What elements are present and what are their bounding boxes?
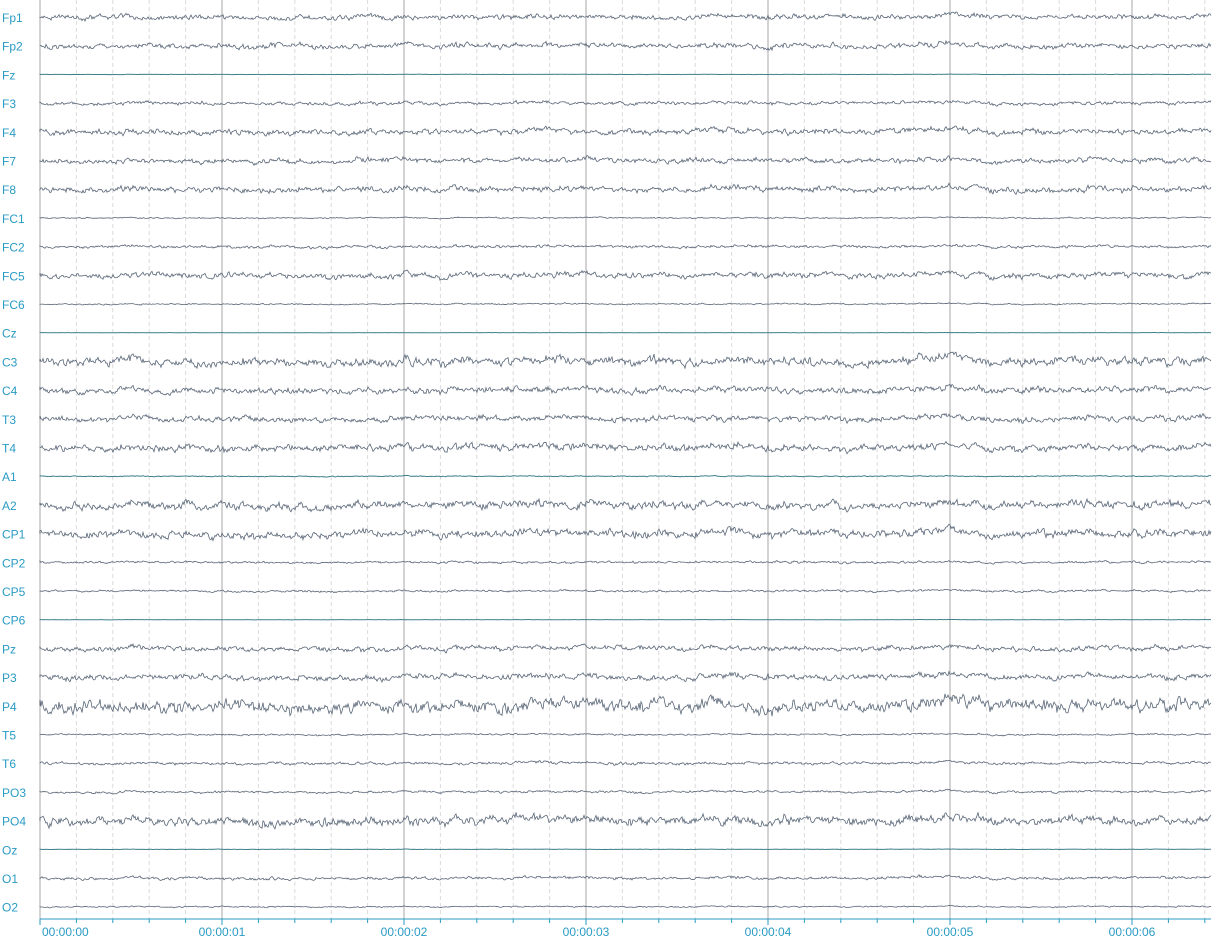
signal-trace-fc2 [39,243,1212,251]
grid [39,0,1206,919]
channel-label-po4: PO4 [2,815,26,829]
signal-trace-f4 [39,125,1212,138]
channel-label-f3: F3 [2,97,16,111]
time-tick-label: 00:00:04 [745,925,792,939]
signal-trace-pz [39,642,1212,654]
signal-trace-fc1 [39,216,1212,220]
channel-label-t5: T5 [2,729,16,743]
signal-trace-po4 [39,811,1212,830]
channel-label-cz: Cz [2,327,17,341]
time-tick-label: 00:00:05 [927,925,974,939]
channel-label-oz: Oz [2,843,17,857]
channel-labels: Fp1 Fp2 Fz F3 F4 F7 F8 FC1 FC2 FC5 FC6 Cz C3 C4 T3 T4 A1… [2,11,26,915]
channel-label-p3: P3 [2,671,17,685]
channel-label-fc2: FC2 [2,241,25,255]
signal-trace-cp5 [39,588,1212,594]
signal-trace-a2 [39,497,1212,513]
channel-label-cp5: CP5 [2,585,26,599]
channel-label-fp2: Fp2 [2,40,23,54]
channel-label-t6: T6 [2,757,16,771]
time-axis: 00:00:00 00:00:01 00:00:02 00:00:03 00:00:04… [39,918,1211,939]
signal-trace-a1 [39,474,1212,478]
signal-trace-fc5 [39,269,1212,282]
channel-label-fp1: Fp1 [2,11,23,25]
signal-trace-t3 [39,412,1212,425]
signal-trace-c3 [39,351,1212,370]
channel-label-t4: T4 [2,442,16,456]
signal-trace-po3 [39,788,1212,795]
signal-trace-cp1 [39,523,1212,542]
channel-label-cp1: CP1 [2,528,26,542]
signal-trace-fz [39,73,1212,76]
channel-label-f4: F4 [2,126,16,140]
signal-trace-cp2 [39,559,1212,565]
channel-label-pz: Pz [2,642,16,656]
signal-trace-o1 [39,873,1212,882]
signal-trace-c4 [39,383,1212,396]
signal-trace-o2 [39,904,1212,909]
channel-label-f7: F7 [2,155,16,169]
channel-label-a1: A1 [2,470,17,484]
channel-label-a2: A2 [2,499,17,513]
signal-trace-fp1 [39,11,1212,22]
signal-trace-t5 [39,732,1212,737]
channel-label-cp6: CP6 [2,614,26,628]
channel-label-c3: C3 [2,355,18,369]
signal-trace-p3 [39,670,1212,684]
signal-trace-f8 [39,182,1212,196]
channel-label-p4: P4 [2,700,17,714]
signal-trace-t6 [39,759,1212,766]
signal-trace-oz [39,848,1212,851]
time-tick-label: 00:00:06 [1109,925,1156,939]
channel-label-o1: O1 [2,872,18,886]
signal-trace-f3 [39,99,1212,107]
signal-trace-f7 [39,155,1212,167]
channel-label-t3: T3 [2,413,16,427]
channel-label-fc6: FC6 [2,298,25,312]
channel-label-f8: F8 [2,183,16,197]
channel-label-o2: O2 [2,901,18,915]
channel-label-fz: Fz [2,68,15,82]
channel-label-fc1: FC1 [2,212,25,226]
signal-traces [39,11,1212,909]
channel-label-po3: PO3 [2,786,26,800]
signal-trace-fp2 [39,39,1212,52]
channel-label-cp2: CP2 [2,556,26,570]
time-tick-label: 00:00:01 [199,925,246,939]
signal-trace-p4 [39,693,1212,717]
signal-trace-fc6 [39,302,1212,306]
channel-label-c4: C4 [2,384,18,398]
signal-trace-t4 [39,440,1212,455]
time-tick-label: 00:00:03 [563,925,610,939]
time-tick-label: 00:00:00 [42,925,89,939]
time-tick-label: 00:00:02 [381,925,428,939]
channel-label-fc5: FC5 [2,269,25,283]
